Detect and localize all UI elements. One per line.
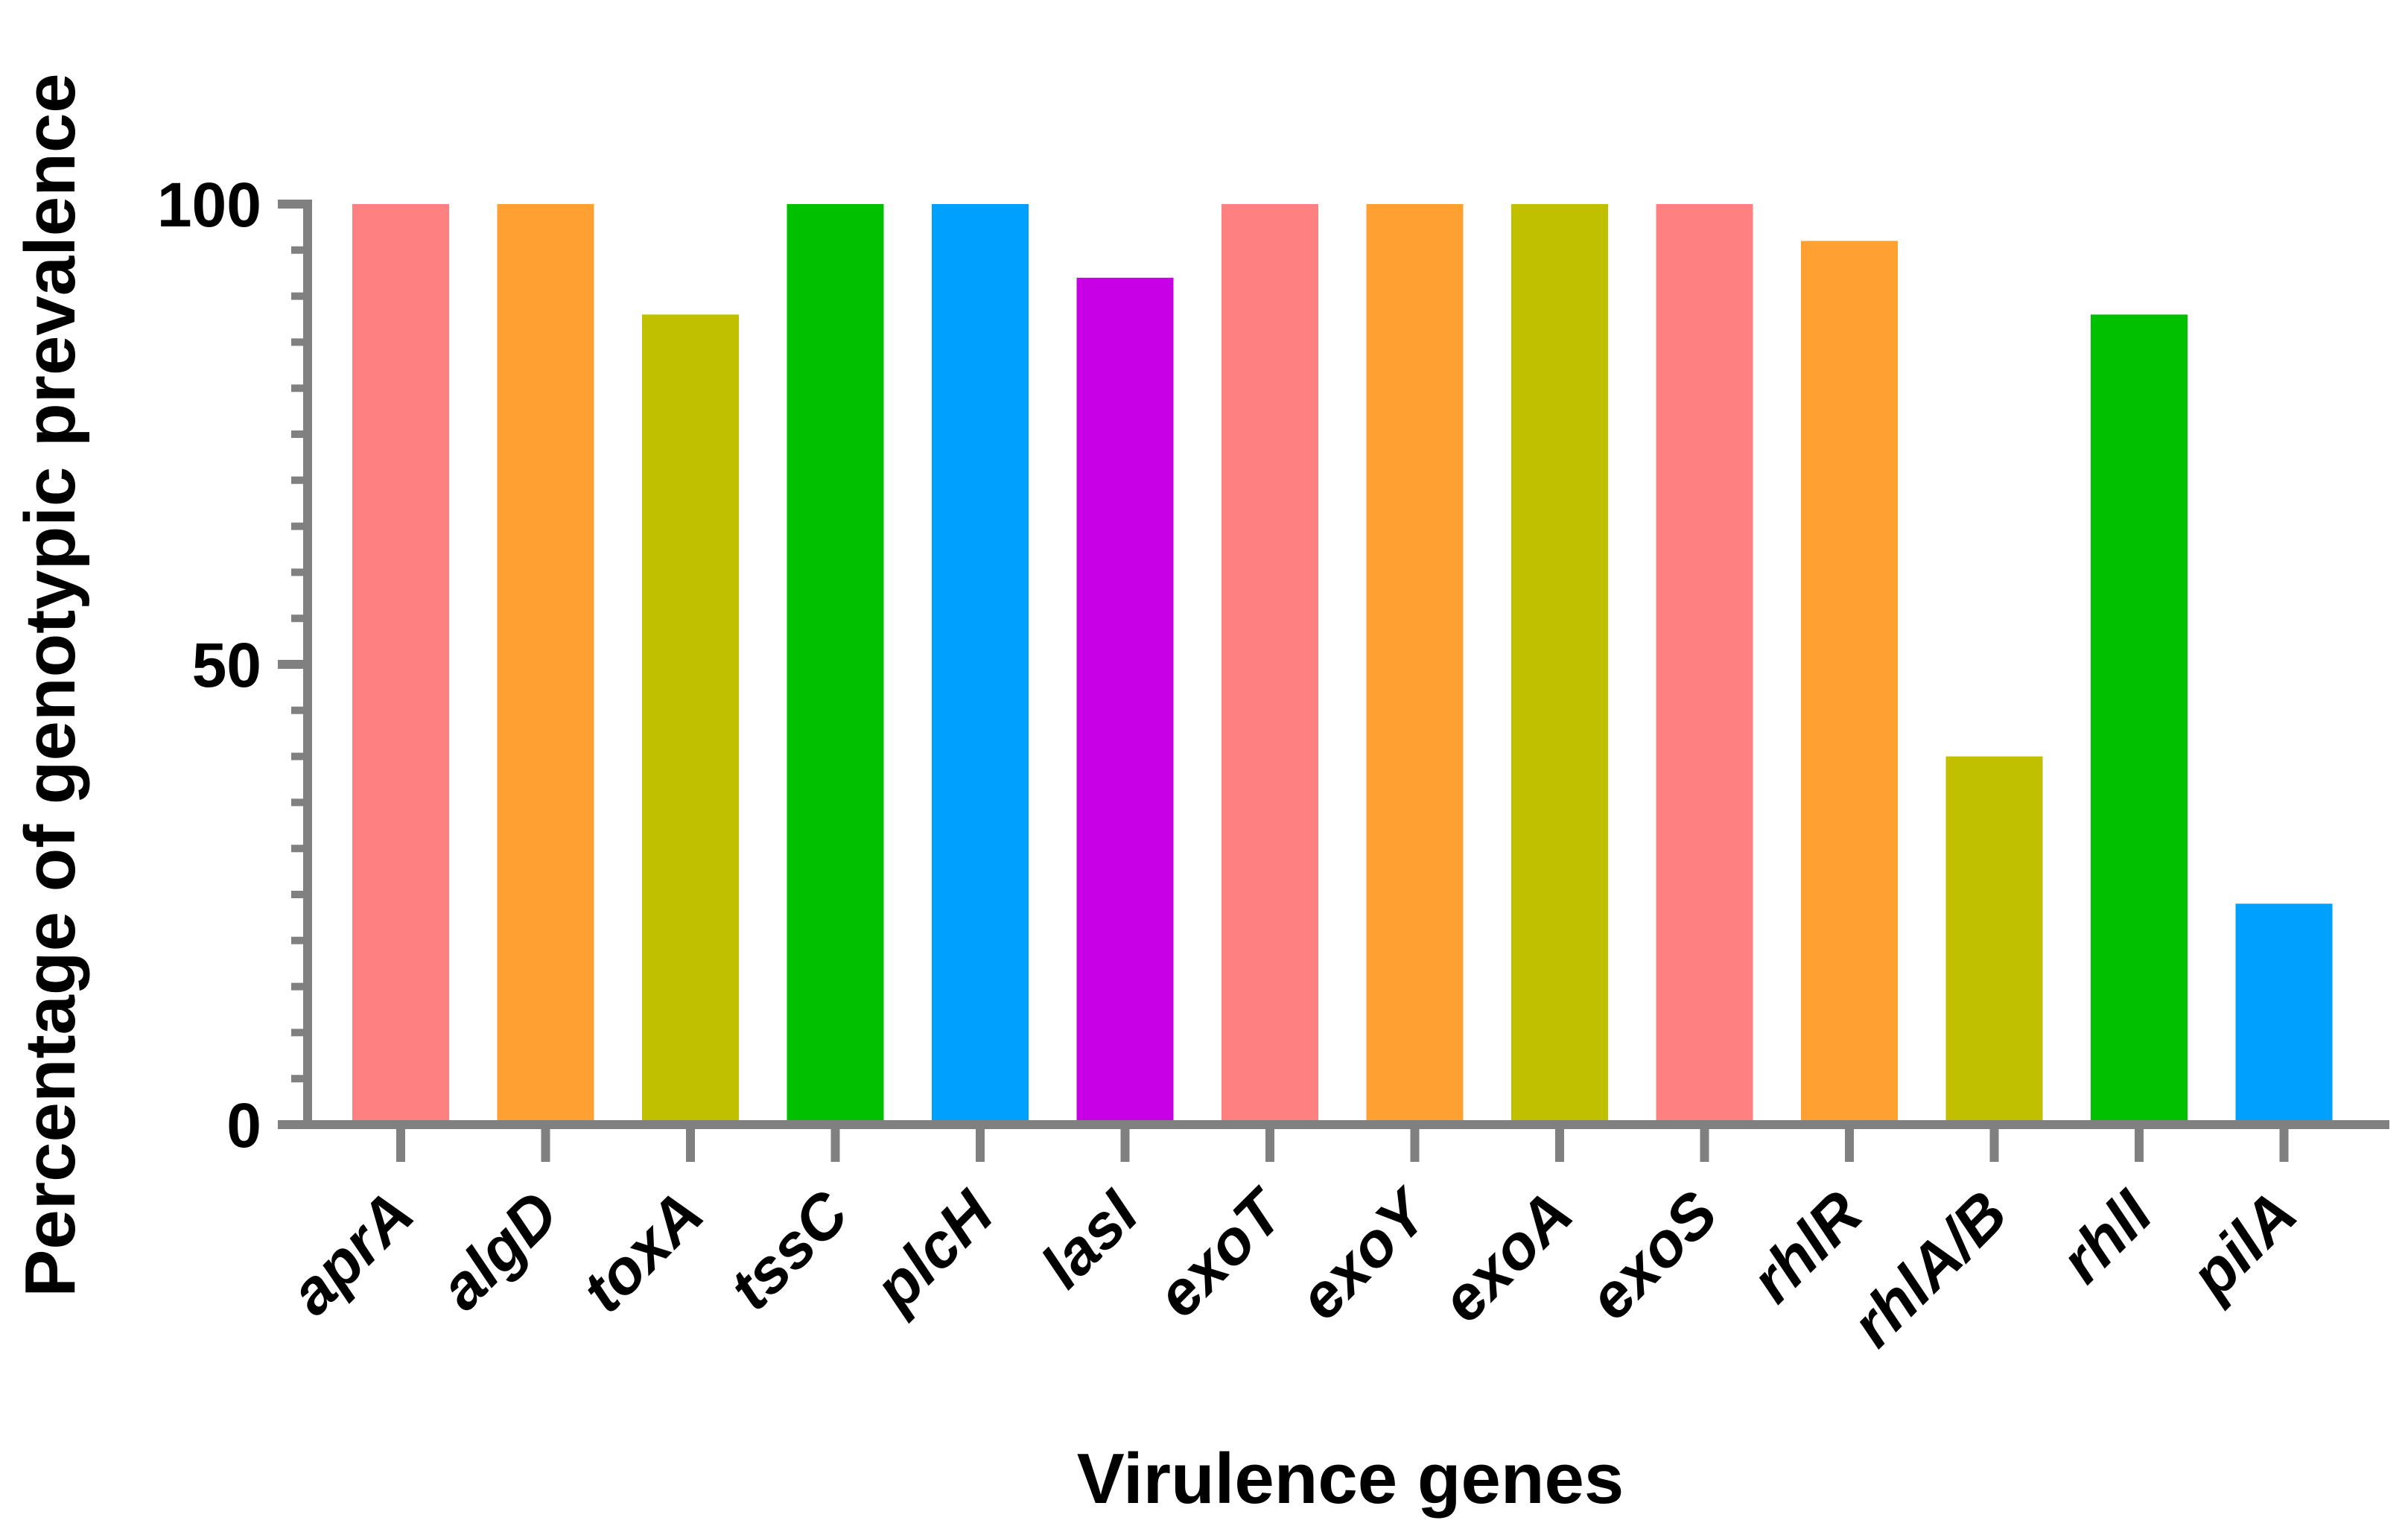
axes	[278, 200, 2389, 1162]
bar-rhlr	[1801, 241, 1898, 1125]
bar-plch	[932, 204, 1029, 1125]
y-tick-label: 0	[226, 1090, 261, 1160]
bar-exot	[1222, 204, 1318, 1125]
x-tick-label: exoS	[1575, 1178, 1730, 1332]
y-axis-title: Percentage of genotypic prevalence	[10, 73, 90, 1297]
x-tick-label: pilA	[2176, 1178, 2310, 1312]
y-tick-label: 100	[157, 170, 261, 240]
bar-tssc	[787, 204, 884, 1125]
y-tick-label: 50	[192, 630, 261, 700]
bars	[352, 204, 2333, 1125]
x-tick-label: algD	[426, 1178, 571, 1323]
bar-apra	[352, 204, 449, 1125]
bar-toxa	[642, 314, 739, 1125]
bar-lasi	[1076, 277, 1174, 1125]
x-tick-label: plcH	[860, 1177, 1007, 1324]
bar-exoa	[1511, 204, 1608, 1125]
x-axis-title: Virulence genes	[1077, 1439, 1624, 1519]
x-tick-label: rhlA/B	[1838, 1178, 2021, 1360]
x-tick-label: exoY	[1286, 1174, 1444, 1332]
x-tick-label: tssC	[716, 1177, 862, 1323]
bar-algd	[497, 204, 594, 1125]
x-tick-label: lasI	[1028, 1177, 1152, 1301]
bar-pila	[2235, 903, 2333, 1125]
x-tick-label: exoT	[1143, 1175, 1300, 1331]
bar-exoy	[1366, 204, 1464, 1125]
x-tick-label: toxA	[568, 1178, 716, 1325]
x-tick-label: rhlI	[2047, 1177, 2166, 1296]
x-tick-label: exoA	[1428, 1178, 1586, 1335]
bar-exos	[1656, 204, 1753, 1125]
x-tick-label: aprA	[276, 1178, 427, 1328]
bar-rhlab	[1945, 756, 2043, 1125]
bar-rhli	[2091, 314, 2188, 1125]
